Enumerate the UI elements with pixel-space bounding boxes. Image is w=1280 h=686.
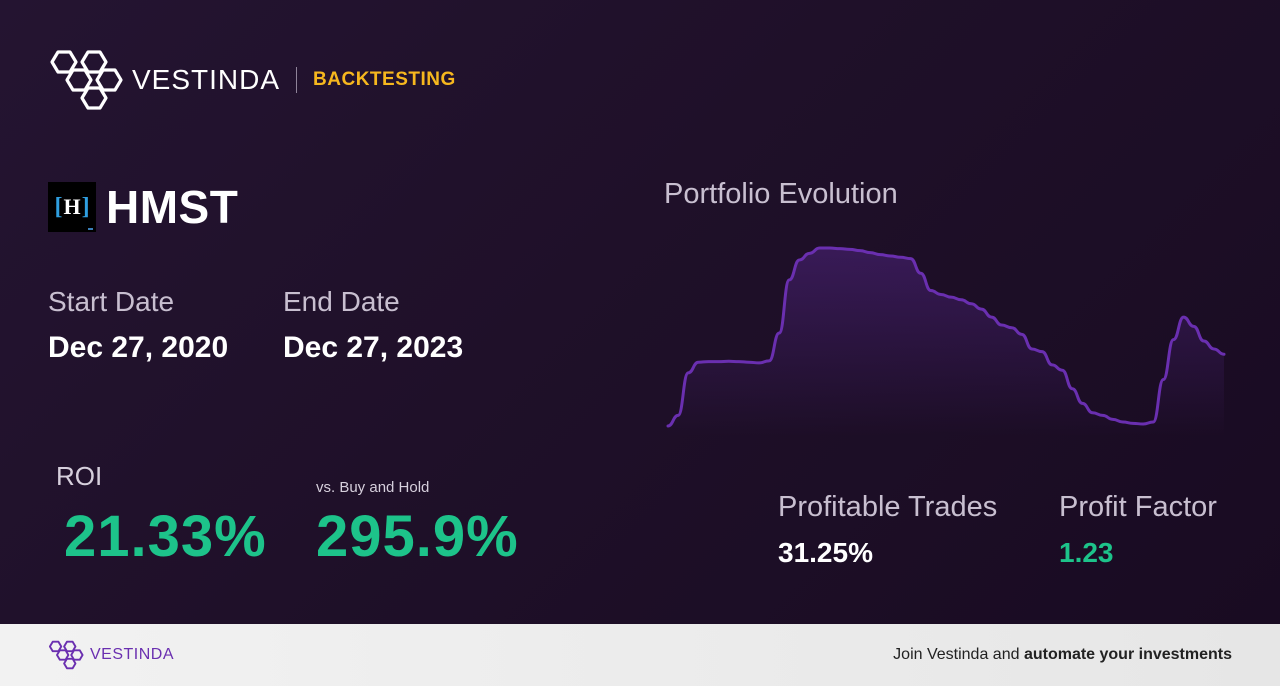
buy-hold-label: vs. Buy and Hold [316, 479, 430, 496]
footer-cta-prefix: Join Vestinda and [893, 646, 1024, 663]
footer-bar: VESTINDA Join Vestinda and automate your… [0, 624, 1280, 686]
start-date-label: Start Date [48, 286, 175, 317]
hexagon-logo-icon [50, 50, 123, 110]
profit-factor-label: Profit Factor [1059, 491, 1217, 523]
brand-tag: BACKTESTING [313, 69, 456, 90]
ticker-logo-letter: H [63, 194, 81, 219]
vestinda-logo[interactable]: VESTINDA BACKTESTING [48, 48, 456, 112]
profitable-trades-value: 31.25% [778, 537, 873, 568]
ticker-symbol: HMST [106, 181, 239, 233]
portfolio-evolution-chart [666, 246, 1226, 436]
profitable-trades-label: Profitable Trades [778, 491, 998, 523]
footer-brand-name: VESTINDA [90, 646, 175, 663]
buy-hold-value: 295.9% [316, 504, 519, 569]
ticker-header: [H] HMST [48, 180, 238, 234]
footer-cta[interactable]: Join Vestinda and automate your investme… [893, 646, 1232, 664]
footer-cta-bold: automate your investments [1023, 646, 1232, 663]
start-date-value: Dec 27, 2020 [48, 331, 229, 364]
portfolio-area [668, 248, 1224, 436]
roi-label: ROI [56, 461, 103, 491]
profit-factor-value: 1.23 [1059, 537, 1114, 568]
end-date-value: Dec 27, 2023 [283, 331, 464, 364]
portfolio-line [666, 246, 1226, 428]
roi-value: 21.33% [64, 504, 267, 569]
chart-title: Portfolio Evolution [664, 178, 898, 210]
brand-name: VESTINDA [132, 64, 281, 95]
logo-divider [296, 67, 298, 93]
ticker-logo-icon: [H] [48, 182, 96, 232]
backtest-card: VESTINDA BACKTESTING [H] HMST Start Date… [0, 0, 1280, 624]
hexagon-logo-icon [48, 640, 84, 670]
end-date-label: End Date [283, 286, 400, 317]
footer-logo[interactable]: VESTINDA [48, 639, 174, 671]
